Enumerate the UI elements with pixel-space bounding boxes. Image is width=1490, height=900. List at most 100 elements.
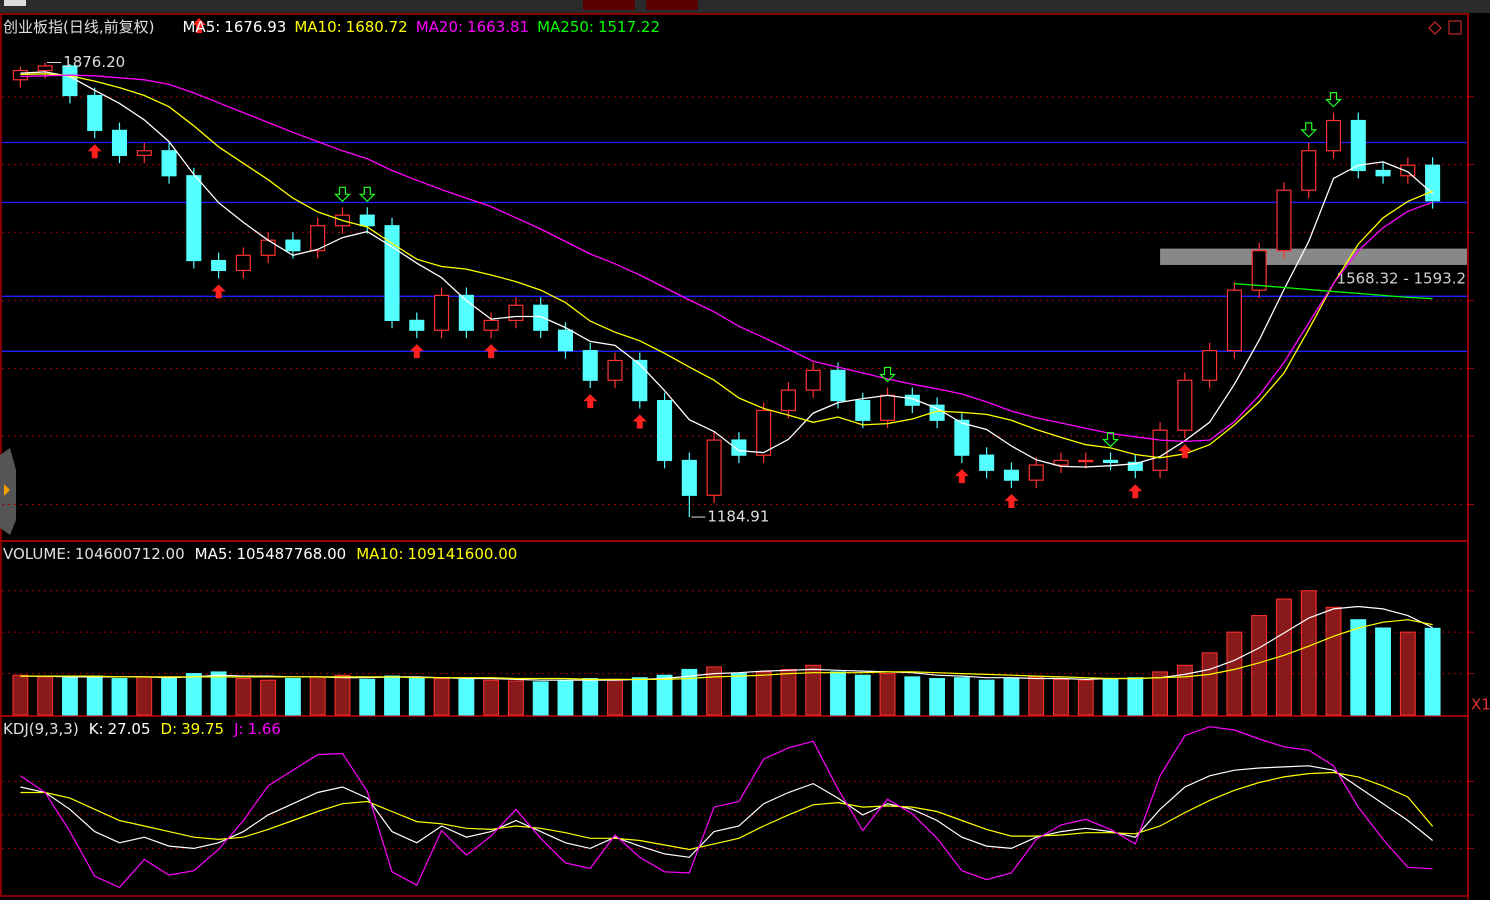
window-icon[interactable]	[1428, 21, 1442, 35]
candle-body	[1078, 459, 1094, 463]
volume-ma-line	[20, 619, 1433, 680]
candle-body	[111, 129, 128, 156]
kdj-line	[20, 765, 1433, 858]
window-icon[interactable]	[1448, 20, 1462, 35]
candle-body	[1177, 379, 1193, 431]
volume-bar	[161, 677, 177, 716]
candle-body	[1152, 429, 1168, 471]
moving-average-line	[1234, 282, 1433, 300]
buy-signal-arrow	[1177, 444, 1192, 459]
candle-body	[1325, 119, 1342, 152]
volume-bar	[805, 664, 822, 716]
legend-value: 1680.72	[346, 18, 408, 36]
volume-bar	[1201, 652, 1218, 716]
volume-bar	[1399, 631, 1416, 716]
volume-bar	[1127, 677, 1144, 716]
volume-bar	[656, 674, 673, 716]
candle-body	[434, 294, 450, 331]
candle-body	[557, 329, 573, 352]
candle-body	[954, 419, 970, 456]
legend-label: MA250:	[537, 18, 594, 36]
candle-body	[855, 400, 871, 421]
volume-bar	[1028, 676, 1045, 716]
candle-body	[1301, 150, 1317, 191]
volume-bar	[210, 671, 227, 716]
candle-body	[533, 304, 549, 331]
candle-body	[657, 400, 673, 462]
legend-value: 1517.22	[598, 18, 660, 36]
menu-tab[interactable]	[646, 0, 698, 10]
sell-signal-arrow	[1102, 431, 1119, 448]
candle-body	[805, 369, 821, 391]
volume-bar	[359, 678, 376, 716]
volume-bar	[780, 668, 797, 716]
panel-readout: VOLUME: 104600712.00 MA5: 105487768.00 MA10:…	[3, 545, 517, 563]
volume-bar	[1077, 679, 1094, 716]
candle-body	[483, 319, 499, 331]
candle-body	[508, 304, 524, 321]
legend-label: MA20:	[416, 18, 463, 36]
candle-body	[285, 239, 301, 252]
candle-body	[681, 459, 697, 496]
candle-body	[161, 150, 177, 177]
candle-body	[359, 214, 375, 227]
candle-body	[37, 65, 53, 72]
moving-average-line	[20, 71, 1434, 468]
candle-body	[880, 394, 896, 421]
candle-body	[582, 350, 598, 381]
legend-label: MA10:	[294, 18, 341, 36]
candle-body	[706, 439, 722, 496]
volume-bar	[607, 678, 623, 716]
buy-signal-arrow	[409, 344, 424, 359]
candle-body	[1400, 164, 1416, 177]
volume-bar	[854, 674, 871, 716]
panel-readout: KDJ(9,3,3) K: 27.05 D: 39.75 J: 1.66	[3, 720, 281, 738]
buy-signal-arrow	[1004, 494, 1019, 509]
range-box	[1160, 248, 1467, 265]
volume-bar	[904, 676, 921, 716]
volume-bar	[557, 679, 574, 716]
volume-ma-line	[20, 605, 1433, 681]
buy-signal-arrow	[632, 414, 647, 429]
volume-bar	[879, 673, 896, 716]
candle-body	[1425, 164, 1441, 202]
side-tab-arrow	[4, 484, 10, 496]
volume-bar	[309, 676, 326, 716]
legend-label: D:	[161, 720, 178, 738]
legend-label: MA5:	[195, 545, 233, 563]
moving-average-line	[20, 74, 1433, 443]
candle-body	[12, 69, 28, 81]
legend-value: 105487768.00	[236, 545, 346, 563]
candle-body	[607, 359, 623, 381]
volume-bar	[730, 673, 747, 716]
buy-signal-arrow	[87, 144, 102, 159]
volume-bar	[185, 673, 202, 716]
panel-title: 创业板指(日线,前复权)	[3, 18, 154, 36]
volume-bar	[1375, 627, 1391, 716]
extreme-label: 1876.20	[63, 53, 125, 71]
volume-bar	[631, 677, 648, 716]
kdj-line	[20, 771, 1434, 851]
volume-bar	[136, 676, 153, 716]
legend-label: MA5:	[182, 18, 220, 36]
legend-label: K:	[89, 720, 104, 738]
candle-body	[780, 389, 796, 412]
buy-signal-arrow	[954, 469, 969, 484]
volume-bar	[1176, 664, 1193, 716]
candle-body	[211, 259, 227, 272]
menu-tab[interactable]	[583, 0, 635, 10]
volume-bar	[953, 677, 970, 716]
volume-bar	[384, 675, 400, 716]
legend-label: J:	[233, 720, 243, 738]
candle-body	[235, 254, 251, 272]
menu-bar	[0, 0, 1490, 13]
volume-bar	[755, 671, 772, 716]
volume-bar	[1300, 590, 1317, 716]
legend-value: 1663.81	[467, 18, 529, 36]
legend-value: 1676.93	[224, 18, 286, 36]
candle-body	[1350, 119, 1366, 172]
extreme-label: 1184.91	[707, 508, 769, 526]
candle-body	[1226, 289, 1242, 352]
sell-signal-arrow	[1300, 122, 1318, 138]
